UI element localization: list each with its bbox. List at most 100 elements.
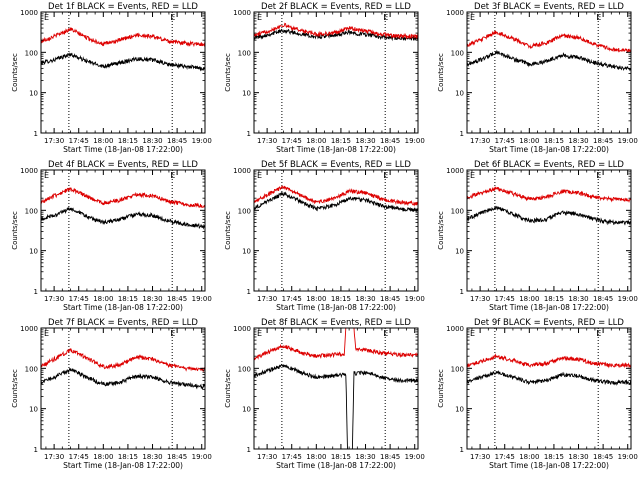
- panel-2: Det 2f BLACK = Events, RED = LLD 1 10 100 10…: [224, 2, 425, 154]
- y-tick-label: 10: [455, 248, 464, 256]
- y-tick-label: 10: [29, 90, 38, 98]
- top-mark-label: E: [596, 329, 601, 338]
- x-tick-label: 19:00: [618, 295, 638, 303]
- x-tick-label: 17:30: [257, 137, 277, 145]
- plot-frame: [40, 327, 206, 450]
- x-tick-label: 17:45: [69, 295, 89, 303]
- panel-title: Det 6f BLACK = Events, RED = LLD: [474, 160, 624, 170]
- x-tick-label: 19:00: [405, 453, 425, 461]
- y-axis-label: Counts/sec: [11, 369, 19, 408]
- plot-frame: [253, 327, 419, 450]
- panel-6: Det 6f BLACK = Events, RED = LLD 1 10 100 10…: [437, 160, 638, 312]
- x-tick-label: 18:00: [93, 137, 113, 145]
- x-tick-label: 17:45: [69, 453, 89, 461]
- series-line-red-lld: [254, 22, 418, 40]
- plot-area: [467, 170, 631, 291]
- plot-area: [467, 328, 631, 449]
- x-tick-label: 17:30: [470, 453, 490, 461]
- y-tick-label: 100: [238, 49, 251, 57]
- x-tick-label: 19:00: [405, 137, 425, 145]
- panel-9: Det 9f BLACK = Events, RED = LLD 1 10 100 10…: [437, 318, 638, 470]
- series-line-red-lld: [467, 29, 631, 54]
- y-tick-label: 1: [34, 288, 38, 296]
- top-mark-label: E: [44, 329, 49, 338]
- x-tick-label: 17:30: [44, 453, 64, 461]
- y-tick-label: 1000: [446, 325, 464, 333]
- top-mark-label: E: [470, 171, 475, 180]
- x-tick-label: 19:00: [618, 137, 638, 145]
- x-tick-label: 18:00: [519, 453, 539, 461]
- x-tick-label: 18:15: [118, 453, 138, 461]
- plot-area: [41, 328, 205, 449]
- x-tick-label: 18:00: [306, 137, 326, 145]
- x-tick-label: 18:15: [118, 295, 138, 303]
- y-tick-label: 100: [238, 207, 251, 215]
- y-tick-label: 1: [247, 130, 251, 138]
- plot-frame: [466, 11, 632, 134]
- x-tick-label: 19:00: [192, 137, 212, 145]
- y-tick-label: 100: [451, 207, 464, 215]
- y-tick-label: 100: [25, 365, 38, 373]
- x-tick-label: 17:30: [44, 295, 64, 303]
- y-tick-label: 1000: [233, 325, 251, 333]
- x-tick-label: 18:15: [544, 453, 564, 461]
- plot-area: [254, 170, 418, 291]
- x-tick-label: 18:00: [519, 295, 539, 303]
- top-mark-label: E: [596, 13, 601, 22]
- x-tick-label: 17:45: [495, 137, 515, 145]
- x-tick-label: 18:15: [331, 295, 351, 303]
- panel-1: Det 1f BLACK = Events, RED = LLD 1 10 100 10…: [11, 2, 212, 154]
- y-tick-label: 1: [460, 288, 464, 296]
- panel-title: Det 2f BLACK = Events, RED = LLD: [261, 2, 411, 12]
- y-tick-label: 1000: [20, 167, 38, 175]
- y-tick-label: 10: [29, 406, 38, 414]
- top-mark-label: E: [596, 171, 601, 180]
- y-tick-label: 1000: [233, 9, 251, 17]
- x-axis-label: Start Time (18-Jan-08 17:22:00): [276, 303, 396, 312]
- x-tick-label: 18:30: [142, 295, 162, 303]
- y-tick-label: 1000: [233, 167, 251, 175]
- y-tick-label: 1: [247, 446, 251, 454]
- panel-7: Det 7f BLACK = Events, RED = LLD 1 10 100 10…: [11, 318, 212, 470]
- x-tick-label: 18:30: [355, 295, 375, 303]
- y-tick-label: 1: [34, 130, 38, 138]
- top-mark-label: E: [257, 171, 262, 180]
- top-mark-label: E: [470, 13, 475, 22]
- series-line-black-events: [467, 205, 631, 226]
- x-tick-label: 18:15: [331, 137, 351, 145]
- x-tick-label: 19:00: [192, 295, 212, 303]
- x-tick-label: 18:00: [306, 295, 326, 303]
- plot-frame: [466, 327, 632, 450]
- y-axis-label: Counts/sec: [224, 53, 232, 92]
- panel-3: Det 3f BLACK = Events, RED = LLD 1 10 100 10…: [437, 2, 638, 154]
- x-tick-label: 17:45: [282, 295, 302, 303]
- x-tick-label: 18:45: [593, 295, 613, 303]
- plot-area: [254, 328, 418, 449]
- x-tick-label: 19:00: [618, 453, 638, 461]
- x-tick-label: 17:45: [282, 453, 302, 461]
- y-axis-label: Counts/sec: [224, 369, 232, 408]
- panel-4: Det 4f BLACK = Events, RED = LLD 1 10 100 10…: [11, 160, 212, 312]
- series-line-red-lld: [254, 328, 418, 361]
- x-tick-label: 18:00: [93, 453, 113, 461]
- x-tick-label: 17:30: [470, 295, 490, 303]
- panel-title: Det 8f BLACK = Events, RED = LLD: [261, 318, 411, 328]
- x-tick-label: 18:45: [380, 137, 400, 145]
- top-mark-label: E: [383, 329, 388, 338]
- x-axis-label: Start Time (18-Jan-08 17:22:00): [489, 461, 609, 470]
- series-line-black-events: [467, 49, 631, 72]
- x-tick-label: 18:00: [93, 295, 113, 303]
- panel-title: Det 4f BLACK = Events, RED = LLD: [48, 160, 198, 170]
- x-tick-label: 18:45: [380, 295, 400, 303]
- plot-frame: [40, 169, 206, 292]
- y-tick-label: 100: [238, 365, 251, 373]
- y-tick-label: 1000: [20, 325, 38, 333]
- x-tick-label: 18:45: [593, 137, 613, 145]
- top-mark-label: E: [170, 13, 175, 22]
- y-tick-label: 1: [34, 446, 38, 454]
- x-tick-label: 18:15: [544, 295, 564, 303]
- x-tick-label: 18:45: [167, 295, 187, 303]
- x-tick-label: 18:30: [568, 137, 588, 145]
- y-axis-label: Counts/sec: [437, 211, 445, 250]
